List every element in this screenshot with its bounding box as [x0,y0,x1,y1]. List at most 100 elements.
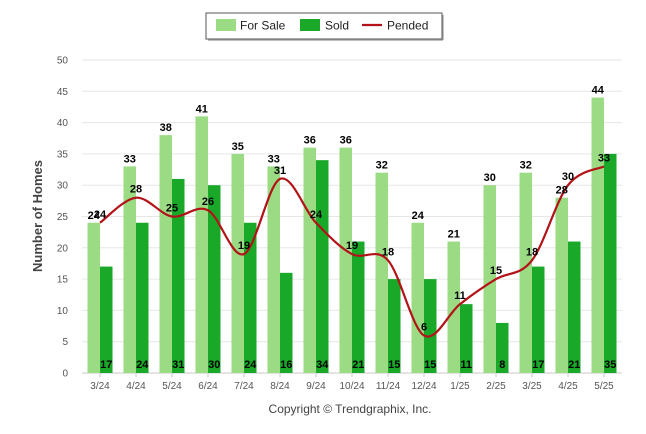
pended-value-label: 30 [562,171,574,183]
legend-label-pended[interactable]: Pended [387,19,428,33]
for-sale-bar[interactable] [123,166,137,373]
pended-value-label: 33 [598,152,610,164]
sold-value-label: 15 [388,359,400,371]
for-sale-bar[interactable] [231,153,245,373]
legend[interactable]: For Sale Sold Pended [205,12,448,42]
sold-value-label: 30 [208,359,220,371]
y-tick-label: 5 [62,337,68,348]
pended-value-label: 24 [94,209,107,221]
y-tick-label: 40 [57,118,69,129]
sold-value-label: 35 [604,359,616,371]
pended-value-label: 31 [274,165,286,177]
for-sale-value-label: 33 [124,153,136,165]
for-sale-value-label: 24 [88,210,101,222]
for-sale-bar[interactable] [447,241,461,373]
sold-value-label: 8 [499,359,505,371]
sold-bar[interactable] [316,160,329,373]
y-tick-label: 50 [57,56,69,67]
for-sale-bar[interactable] [483,185,497,373]
for-sale-bar[interactable] [591,97,605,373]
sold-bar[interactable] [388,279,401,373]
sold-value-label: 24 [136,359,149,371]
legend-label-sold[interactable]: Sold [325,19,349,33]
sold-value-label: 34 [316,359,329,371]
x-tick-label: 8/24 [270,381,290,392]
pended-value-label: 11 [454,290,466,302]
sold-bar[interactable] [568,241,581,373]
x-tick-label: 7/24 [234,381,254,392]
for-sale-bar[interactable] [87,222,101,373]
for-sale-bar[interactable] [555,197,569,373]
for-sale-bar[interactable] [195,116,209,373]
x-tick-label: 5/24 [162,381,182,392]
for-sale-value-label: 36 [304,135,316,147]
data-labels: 24 17 33 24 38 31 41 30 35 24 33 16 36 34 36 21 32 15 24 15… [88,85,617,371]
for-sale-value-label: 41 [196,103,208,115]
sold-bar[interactable] [208,185,221,373]
y-tick-label: 15 [57,275,69,286]
y-tick-label: 20 [57,243,69,254]
for-sale-bar[interactable] [411,222,425,373]
pended-value-label: 15 [490,265,502,277]
copyright-text: Copyright © Trendgraphix, Inc. [269,402,432,416]
x-tick-label: 1/25 [450,381,470,392]
sold-bar[interactable] [532,266,545,373]
y-axis-title: Number of Homes [30,160,45,272]
sold-bar[interactable] [496,322,509,373]
pended-value-label: 28 [130,184,142,196]
sold-bar[interactable] [280,272,293,373]
for-sale-bar[interactable] [375,172,389,373]
x-tick-label: 2/25 [486,381,506,392]
sold-bar[interactable] [604,153,617,373]
x-tick-label: 4/24 [126,381,146,392]
for-sale-value-label: 33 [268,153,280,165]
for-sale-value-label: 36 [340,135,352,147]
for-sale-value-label: 44 [592,85,605,97]
sold-bar[interactable] [172,178,185,373]
sold-bar[interactable] [136,222,149,373]
x-tick-label: 3/25 [522,381,542,392]
sold-bar[interactable] [244,222,257,373]
pended-value-label: 18 [382,246,394,258]
sold-bar[interactable] [460,304,473,373]
sold-bar[interactable] [424,279,437,373]
pended-value-label: 18 [526,246,538,258]
x-tick-label: 5/25 [594,381,614,392]
for-sale-value-label: 30 [484,172,496,184]
y-tick-label: 25 [57,212,69,223]
x-tick-label: 11/24 [376,381,401,392]
for-sale-bar[interactable] [159,135,173,373]
y-tick-label: 45 [57,87,69,98]
sold-value-label: 17 [532,359,544,371]
sold-value-label: 21 [568,359,580,371]
y-tick-label: 35 [57,149,69,160]
sold-bar[interactable] [352,241,365,373]
sold-value-label: 15 [424,359,436,371]
for-sale-bar[interactable] [303,147,317,373]
sold-value-label: 21 [352,359,364,371]
y-axis-ticks: 0 5 10 15 20 25 30 35 40 45 50 [57,56,69,380]
pended-value-label: 19 [238,240,250,252]
for-sale-value-label: 24 [412,210,425,222]
bars [87,97,617,373]
for-sale-bar[interactable] [267,166,281,373]
pended-value-label: 19 [346,240,358,252]
sold-bar[interactable] [100,266,113,373]
x-tick-label: 12/24 [411,381,436,392]
legend-swatch-for-sale [216,19,236,31]
for-sale-value-label: 32 [376,160,388,172]
legend-label-for-sale[interactable]: For Sale [240,19,286,33]
for-sale-value-label: 32 [520,160,532,172]
for-sale-value-label: 35 [232,141,244,153]
x-tick-label: 10/24 [339,381,364,392]
for-sale-value-label: 28 [556,185,568,197]
for-sale-value-label: 38 [160,122,172,134]
pended-line[interactable] [99,165,605,338]
pended-line-layer [99,165,605,338]
for-sale-bar[interactable] [519,172,533,373]
for-sale-bar[interactable] [339,147,353,373]
x-tick-label: 4/25 [558,381,578,392]
legend-box [205,12,443,40]
